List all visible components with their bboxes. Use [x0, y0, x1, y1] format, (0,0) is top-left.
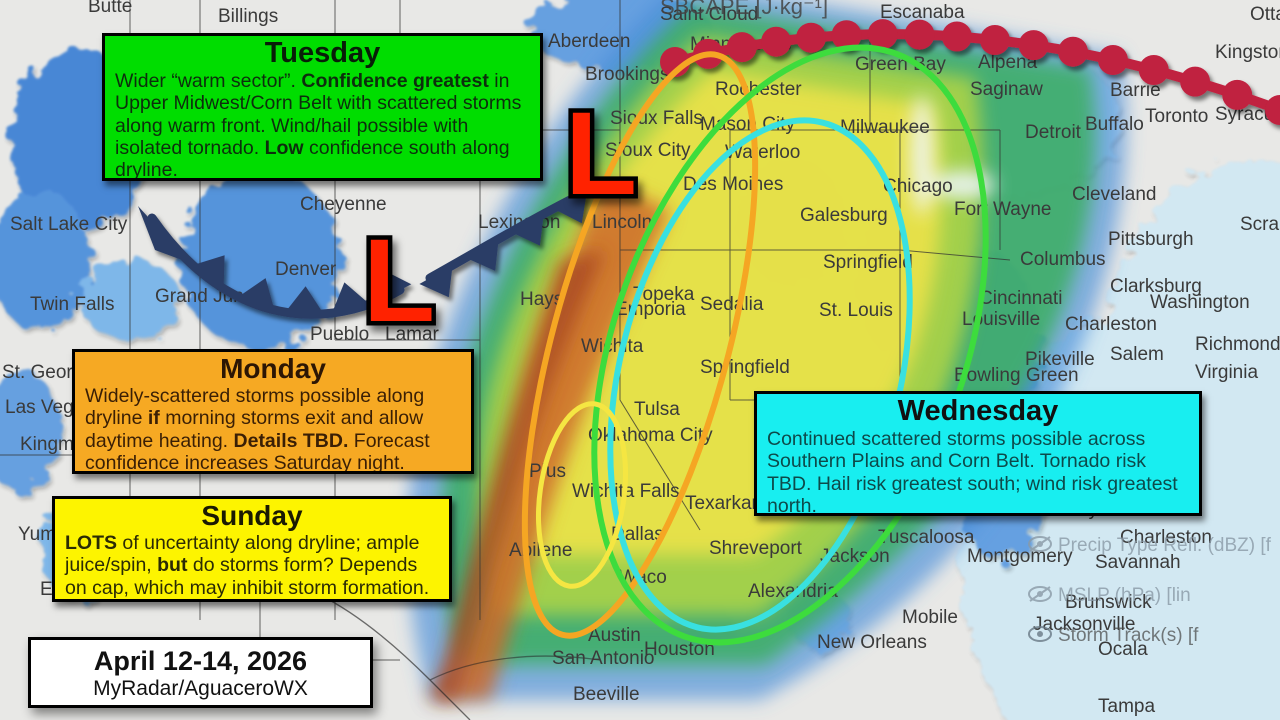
svg-text:Columbus: Columbus — [1020, 249, 1106, 270]
svg-text:Bowling Green: Bowling Green — [954, 365, 1079, 386]
svg-text:SBCAPE [J·kg⁻¹]: SBCAPE [J·kg⁻¹] — [660, 0, 828, 19]
svg-text:Saginaw: Saginaw — [970, 79, 1043, 100]
svg-text:New Orleans: New Orleans — [817, 632, 927, 653]
svg-text:Charleston: Charleston — [1065, 314, 1157, 335]
svg-text:San Antonio: San Antonio — [552, 648, 654, 669]
svg-text:Brookings: Brookings — [585, 64, 670, 85]
svg-text:Springfield: Springfield — [823, 252, 913, 273]
svg-text:Cleveland: Cleveland — [1072, 184, 1157, 205]
svg-text:Twin Falls: Twin Falls — [30, 294, 114, 315]
svg-text:Tulsa: Tulsa — [634, 399, 680, 420]
svg-text:Pittsburgh: Pittsburgh — [1108, 229, 1194, 250]
svg-text:Shreveport: Shreveport — [709, 538, 803, 559]
svg-text:Beeville: Beeville — [573, 684, 640, 705]
svg-text:Cheyenne: Cheyenne — [300, 194, 387, 215]
svg-text:Scranton: Scranton — [1240, 214, 1280, 235]
svg-text:Galesburg: Galesburg — [800, 205, 888, 226]
svg-text:Detroit: Detroit — [1025, 122, 1082, 143]
svg-text:Ottawa: Ottawa — [1250, 4, 1280, 25]
svg-text:Tampa: Tampa — [1098, 696, 1155, 717]
svg-text:Aberdeen: Aberdeen — [548, 31, 630, 52]
svg-text:Butte: Butte — [88, 0, 132, 17]
svg-text:Precip Type Refl. (dBZ) [f: Precip Type Refl. (dBZ) [f — [1058, 535, 1272, 556]
svg-text:MSLP (hPa) [lin: MSLP (hPa) [lin — [1058, 585, 1191, 606]
svg-text:Buffalo: Buffalo — [1085, 114, 1144, 135]
svg-text:Kingston: Kingston — [1215, 42, 1280, 63]
svg-text:Emporia: Emporia — [615, 299, 686, 320]
svg-text:Washington: Washington — [1150, 292, 1250, 313]
svg-text:Wichita: Wichita — [581, 336, 644, 357]
svg-text:Escanaba: Escanaba — [880, 2, 965, 23]
svg-text:Salt Lake City: Salt Lake City — [10, 214, 128, 235]
svg-text:Storm Track(s) [f: Storm Track(s) [f — [1058, 625, 1199, 646]
svg-text:Springfield: Springfield — [700, 357, 790, 378]
svg-text:Sedalia: Sedalia — [700, 294, 764, 315]
svg-text:Cincinnati: Cincinnati — [979, 288, 1062, 309]
svg-text:St. Louis: St. Louis — [819, 300, 893, 321]
svg-text:Toronto: Toronto — [1145, 106, 1208, 127]
svg-text:Oklahoma City: Oklahoma City — [588, 425, 713, 446]
svg-text:Pueblo: Pueblo — [310, 324, 369, 345]
svg-text:Salem: Salem — [1110, 344, 1164, 365]
svg-text:Mobile: Mobile — [902, 607, 958, 628]
svg-text:Virginia: Virginia — [1195, 362, 1258, 383]
svg-text:Denver: Denver — [275, 259, 337, 280]
svg-text:Tuscaloosa: Tuscaloosa — [878, 527, 975, 548]
svg-text:Billings: Billings — [218, 6, 278, 27]
svg-text:Fort Wayne: Fort Wayne — [954, 199, 1052, 220]
svg-text:Richmond: Richmond — [1195, 334, 1280, 355]
